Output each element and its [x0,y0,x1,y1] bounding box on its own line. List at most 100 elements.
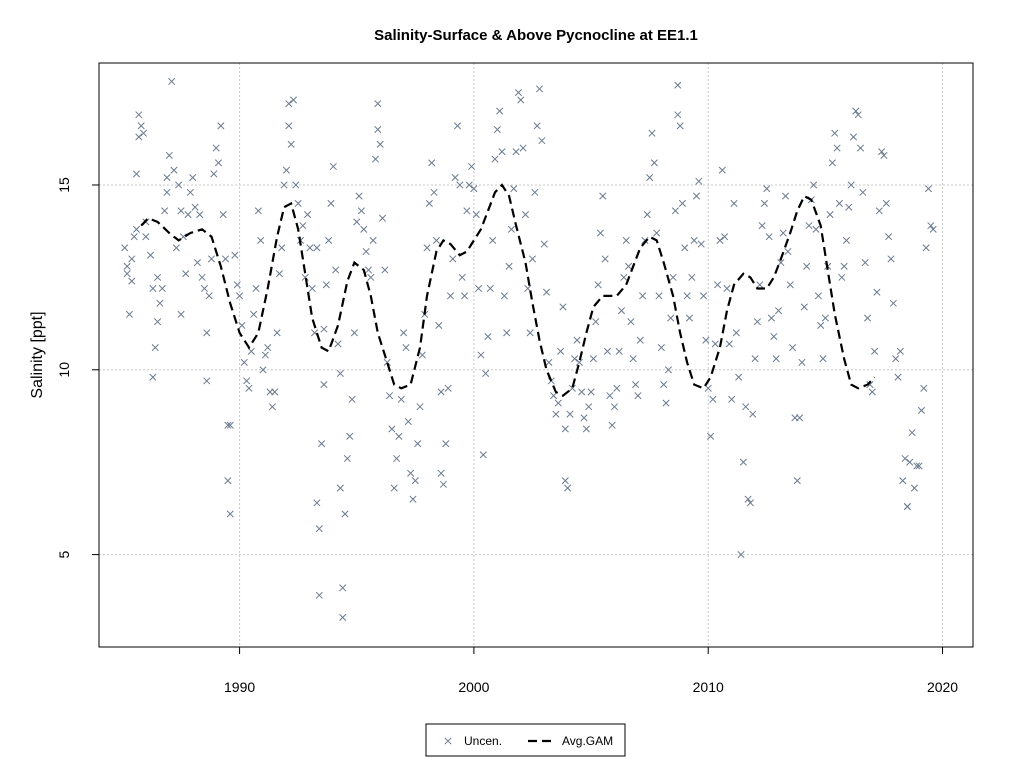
data-point [559,303,567,311]
data-point [622,236,630,244]
data-point [460,292,469,300]
data-point [578,388,586,396]
data-point [376,140,384,148]
data-point [442,440,450,448]
data-point [718,166,726,174]
data-point [332,266,340,274]
data-point [163,188,171,196]
data-point [238,321,246,329]
data-point [175,181,183,189]
data-point [486,284,494,293]
data-point [280,181,288,189]
data-point [613,384,621,392]
data-point [170,166,178,174]
data-point [371,155,380,163]
data-point [707,432,715,440]
data-point [594,281,602,289]
data-point [432,236,440,244]
data-point [212,144,220,152]
data-point [519,144,527,152]
data-point [564,484,572,492]
data-point [313,499,321,507]
data-point [346,432,354,440]
data-point [245,384,253,392]
data-point [878,148,886,156]
data-point [350,329,358,337]
data-point [493,125,501,134]
y-tick-label: 5 [56,550,72,558]
data-point [798,358,806,366]
data-point [826,210,834,219]
data-point [339,613,347,621]
data-point [758,222,766,230]
data-point [329,162,337,171]
data-point [465,181,473,189]
data-point [639,292,647,300]
data-point [728,395,736,403]
data-point [540,240,548,248]
data-point [796,414,804,422]
data-point [688,273,696,281]
data-point [207,255,216,263]
data-point [191,203,199,211]
y-tick-label: 10 [56,362,72,378]
data-point [121,244,129,252]
data-point [154,273,162,281]
data-point [765,233,773,241]
data-point [468,162,476,171]
data-point [770,332,778,341]
data-point [695,177,703,185]
data-point [198,273,206,281]
data-point [852,107,860,115]
data-point [219,210,227,219]
data-point [182,270,190,278]
data-point [301,273,309,281]
y-axis: 5 10 15 [56,177,99,558]
data-point [210,170,218,178]
data-point [510,185,518,193]
data-point [835,199,843,208]
data-point [507,225,515,233]
data-point [662,399,670,407]
data-point [224,421,232,429]
data-point [800,303,808,311]
data-point [217,122,225,130]
data-point [383,358,391,366]
data-point [149,284,157,293]
data-point [629,355,637,363]
data-point [561,477,569,485]
data-point [685,314,694,322]
data-point [917,406,926,414]
data-point [873,288,881,296]
data-point [257,236,265,244]
data-point [533,122,541,130]
data-point [842,236,851,244]
data-point [721,233,729,241]
data-point [135,111,143,119]
data-point [341,510,349,518]
x-axis: 1990 2000 2010 2020 [224,646,958,695]
data-point [514,89,522,97]
data-point [489,236,497,244]
data-point [899,477,907,485]
data-point [571,355,579,363]
data-point [868,388,876,396]
data-point [840,262,848,270]
data-point [439,480,447,488]
data-point [676,122,684,130]
data-point [617,307,626,315]
data-point [674,111,682,119]
data-point [592,318,600,326]
data-point [866,381,874,389]
grid [99,63,973,647]
data-point [585,403,593,411]
data-point [789,344,797,352]
data-point [774,307,783,315]
data-point [125,310,134,318]
y-tick-label: 15 [56,177,72,193]
data-point [287,140,295,148]
data-point [648,129,656,137]
data-point [357,207,365,215]
data-point [172,244,180,252]
